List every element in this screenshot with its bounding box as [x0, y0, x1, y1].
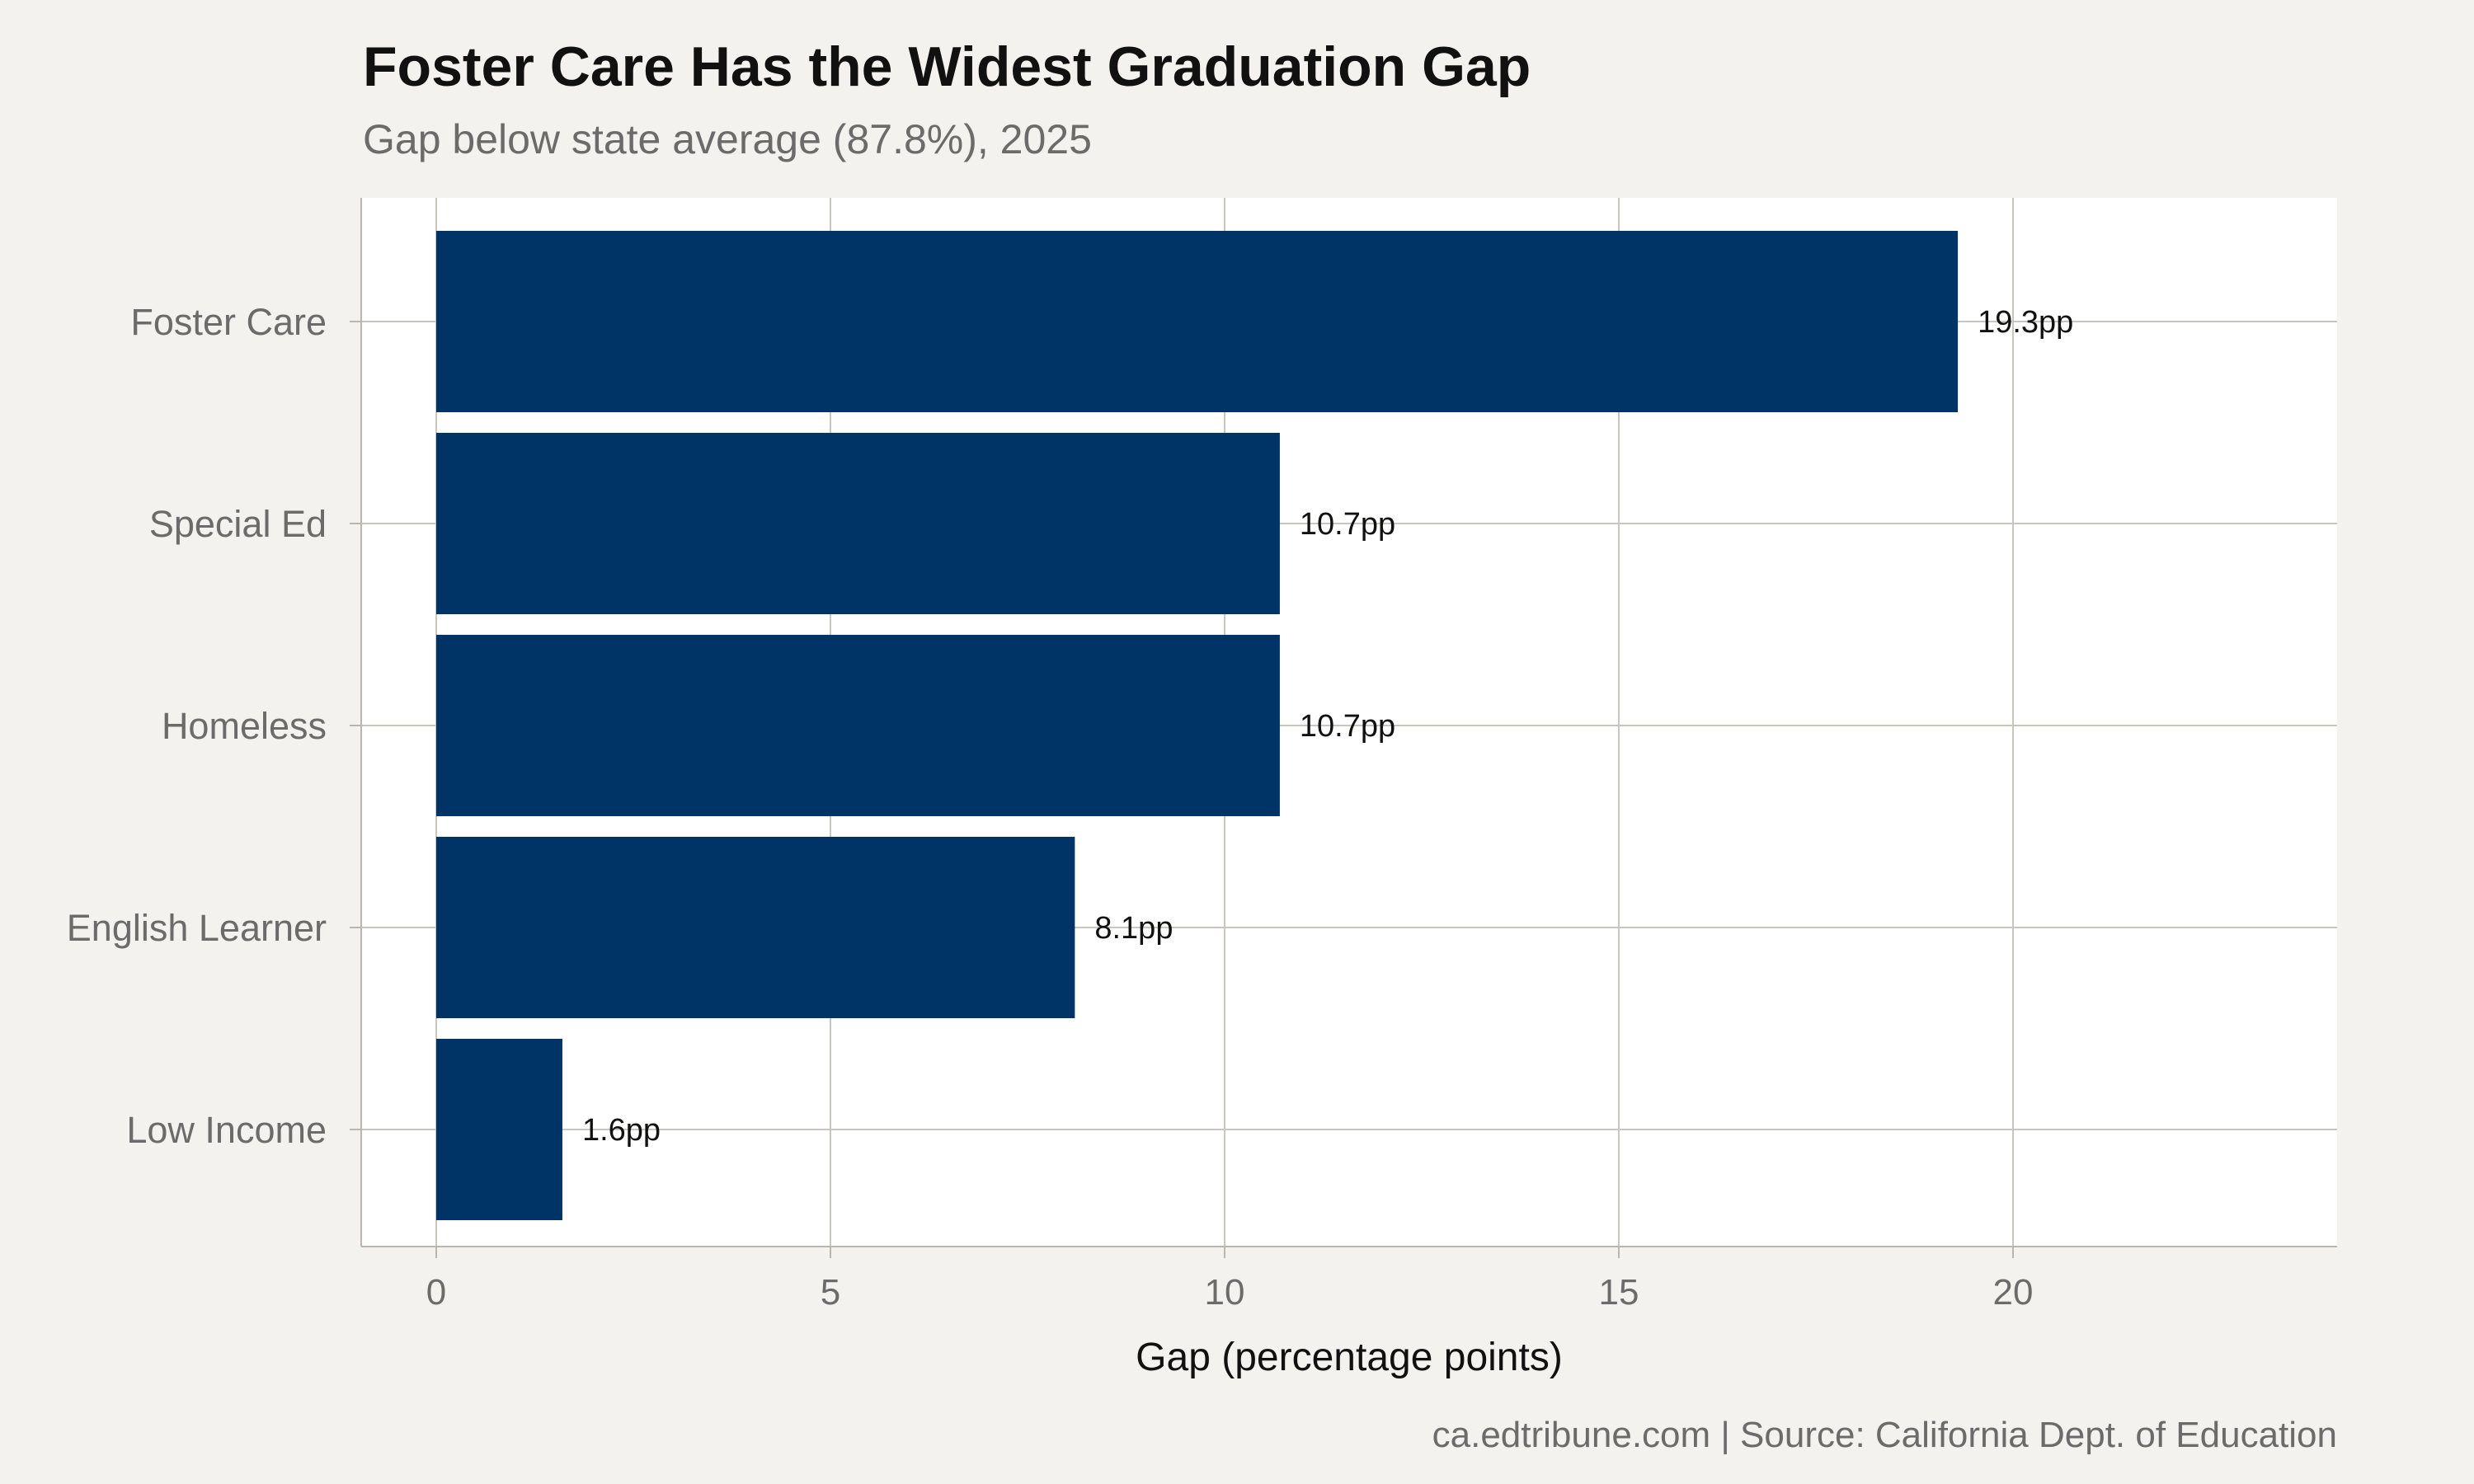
labels: 0 5 10 15 20 Foster Care 19.3pp Special Ed 10.7p… — [67, 301, 2074, 1313]
chart-subtitle: Gap below state average (87.8%), 2025 — [363, 116, 1092, 162]
data-label: 10.7pp — [1300, 709, 1395, 744]
x-tick-label: 10 — [1205, 1272, 1245, 1313]
category-label: Low Income — [126, 1109, 327, 1151]
category-label: Homeless — [162, 705, 327, 747]
category-label: Special Ed — [149, 503, 327, 545]
x-tick-label: 20 — [1993, 1272, 2034, 1313]
chart-caption: ca.edtribune.com | Source: California De… — [1432, 1415, 2337, 1455]
x-tick-label: 15 — [1599, 1272, 1639, 1313]
bars — [436, 231, 1959, 1220]
data-label: 1.6pp — [582, 1113, 661, 1148]
bar — [436, 1039, 562, 1220]
data-label: 10.7pp — [1300, 507, 1395, 542]
data-label: 8.1pp — [1094, 911, 1173, 946]
bar — [436, 837, 1075, 1018]
x-tick-label: 0 — [426, 1272, 446, 1313]
category-label: English Learner — [67, 907, 327, 949]
category-label: Foster Care — [130, 301, 327, 343]
x-axis-title: Gap (percentage points) — [1136, 1336, 1563, 1379]
x-tick-label: 5 — [821, 1272, 840, 1313]
chart-title: Foster Care Has the Widest Graduation Ga… — [363, 35, 1531, 98]
data-label: 19.3pp — [1978, 305, 2073, 340]
axes — [350, 198, 2337, 1258]
bar — [436, 635, 1280, 816]
bar — [436, 433, 1280, 614]
bar — [436, 231, 1959, 412]
